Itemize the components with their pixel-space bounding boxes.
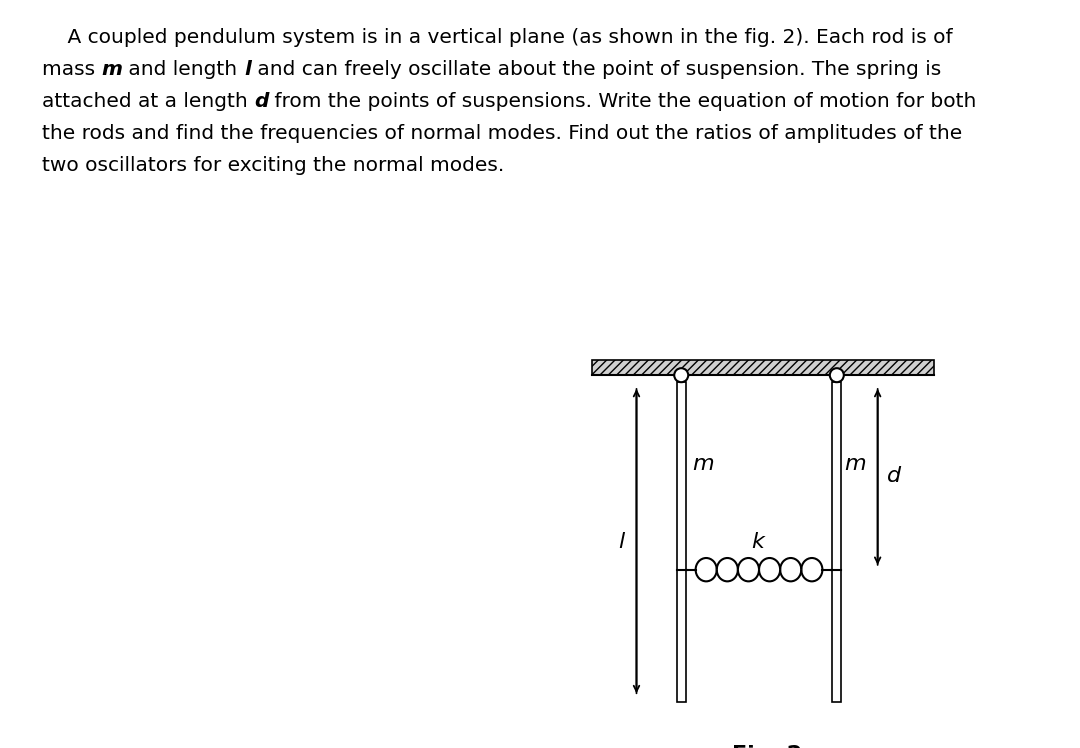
Text: two oscillators for exciting the normal modes.: two oscillators for exciting the normal …: [42, 156, 504, 175]
Text: and length: and length: [122, 60, 244, 79]
Bar: [833, 382, 841, 702]
Text: $\mathbf{\mathit{k}}$: $\mathbf{\mathit{k}}$: [752, 532, 767, 552]
Text: $\mathbf{\mathit{l}}$: $\mathbf{\mathit{l}}$: [618, 532, 625, 552]
Text: the rods and find the frequencies of normal modes. Find out the ratios of amplit: the rods and find the frequencies of nor…: [42, 124, 962, 143]
Text: d: d: [254, 92, 269, 111]
Text: A coupled pendulum system is in a vertical plane (as shown in the fig. 2). Each : A coupled pendulum system is in a vertic…: [42, 28, 953, 47]
Circle shape: [674, 368, 688, 382]
Text: $\mathbf{\mathit{m}}$: $\mathbf{\mathit{m}}$: [845, 454, 866, 474]
Text: and can freely oscillate about the point of suspension. The spring is: and can freely oscillate about the point…: [251, 60, 941, 79]
Circle shape: [829, 368, 843, 382]
Bar: [676, 382, 686, 702]
Text: m: m: [102, 60, 122, 79]
Text: $\mathbf{\mathit{m}}$: $\mathbf{\mathit{m}}$: [691, 454, 714, 474]
Text: from the points of suspensions. Write the equation of motion for both: from the points of suspensions. Write th…: [269, 92, 977, 111]
Text: mass: mass: [42, 60, 102, 79]
Text: l: l: [244, 60, 251, 79]
Text: attached at a length: attached at a length: [42, 92, 254, 111]
Text: $\mathbf{\mathit{d}}$: $\mathbf{\mathit{d}}$: [886, 466, 902, 486]
Text: Fig. 2: Fig. 2: [732, 745, 801, 748]
Bar: [592, 360, 934, 375]
